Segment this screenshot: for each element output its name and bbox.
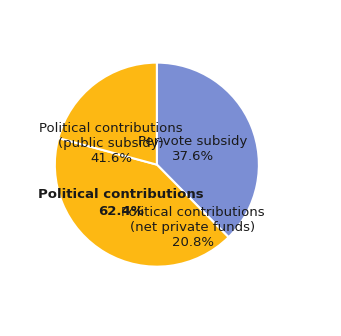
Wedge shape: [55, 138, 228, 267]
Text: 62.4%: 62.4%: [98, 205, 144, 218]
Text: Political contributions
(net private funds)
20.8%: Political contributions (net private fun…: [121, 206, 265, 249]
Wedge shape: [58, 62, 157, 165]
Text: Political contributions
(public subsidy)
41.6%: Political contributions (public subsidy)…: [40, 122, 183, 165]
Text: Political contributions: Political contributions: [38, 188, 204, 201]
Text: Per-vote subsidy
37.6%: Per-vote subsidy 37.6%: [138, 135, 248, 163]
Wedge shape: [157, 62, 259, 237]
